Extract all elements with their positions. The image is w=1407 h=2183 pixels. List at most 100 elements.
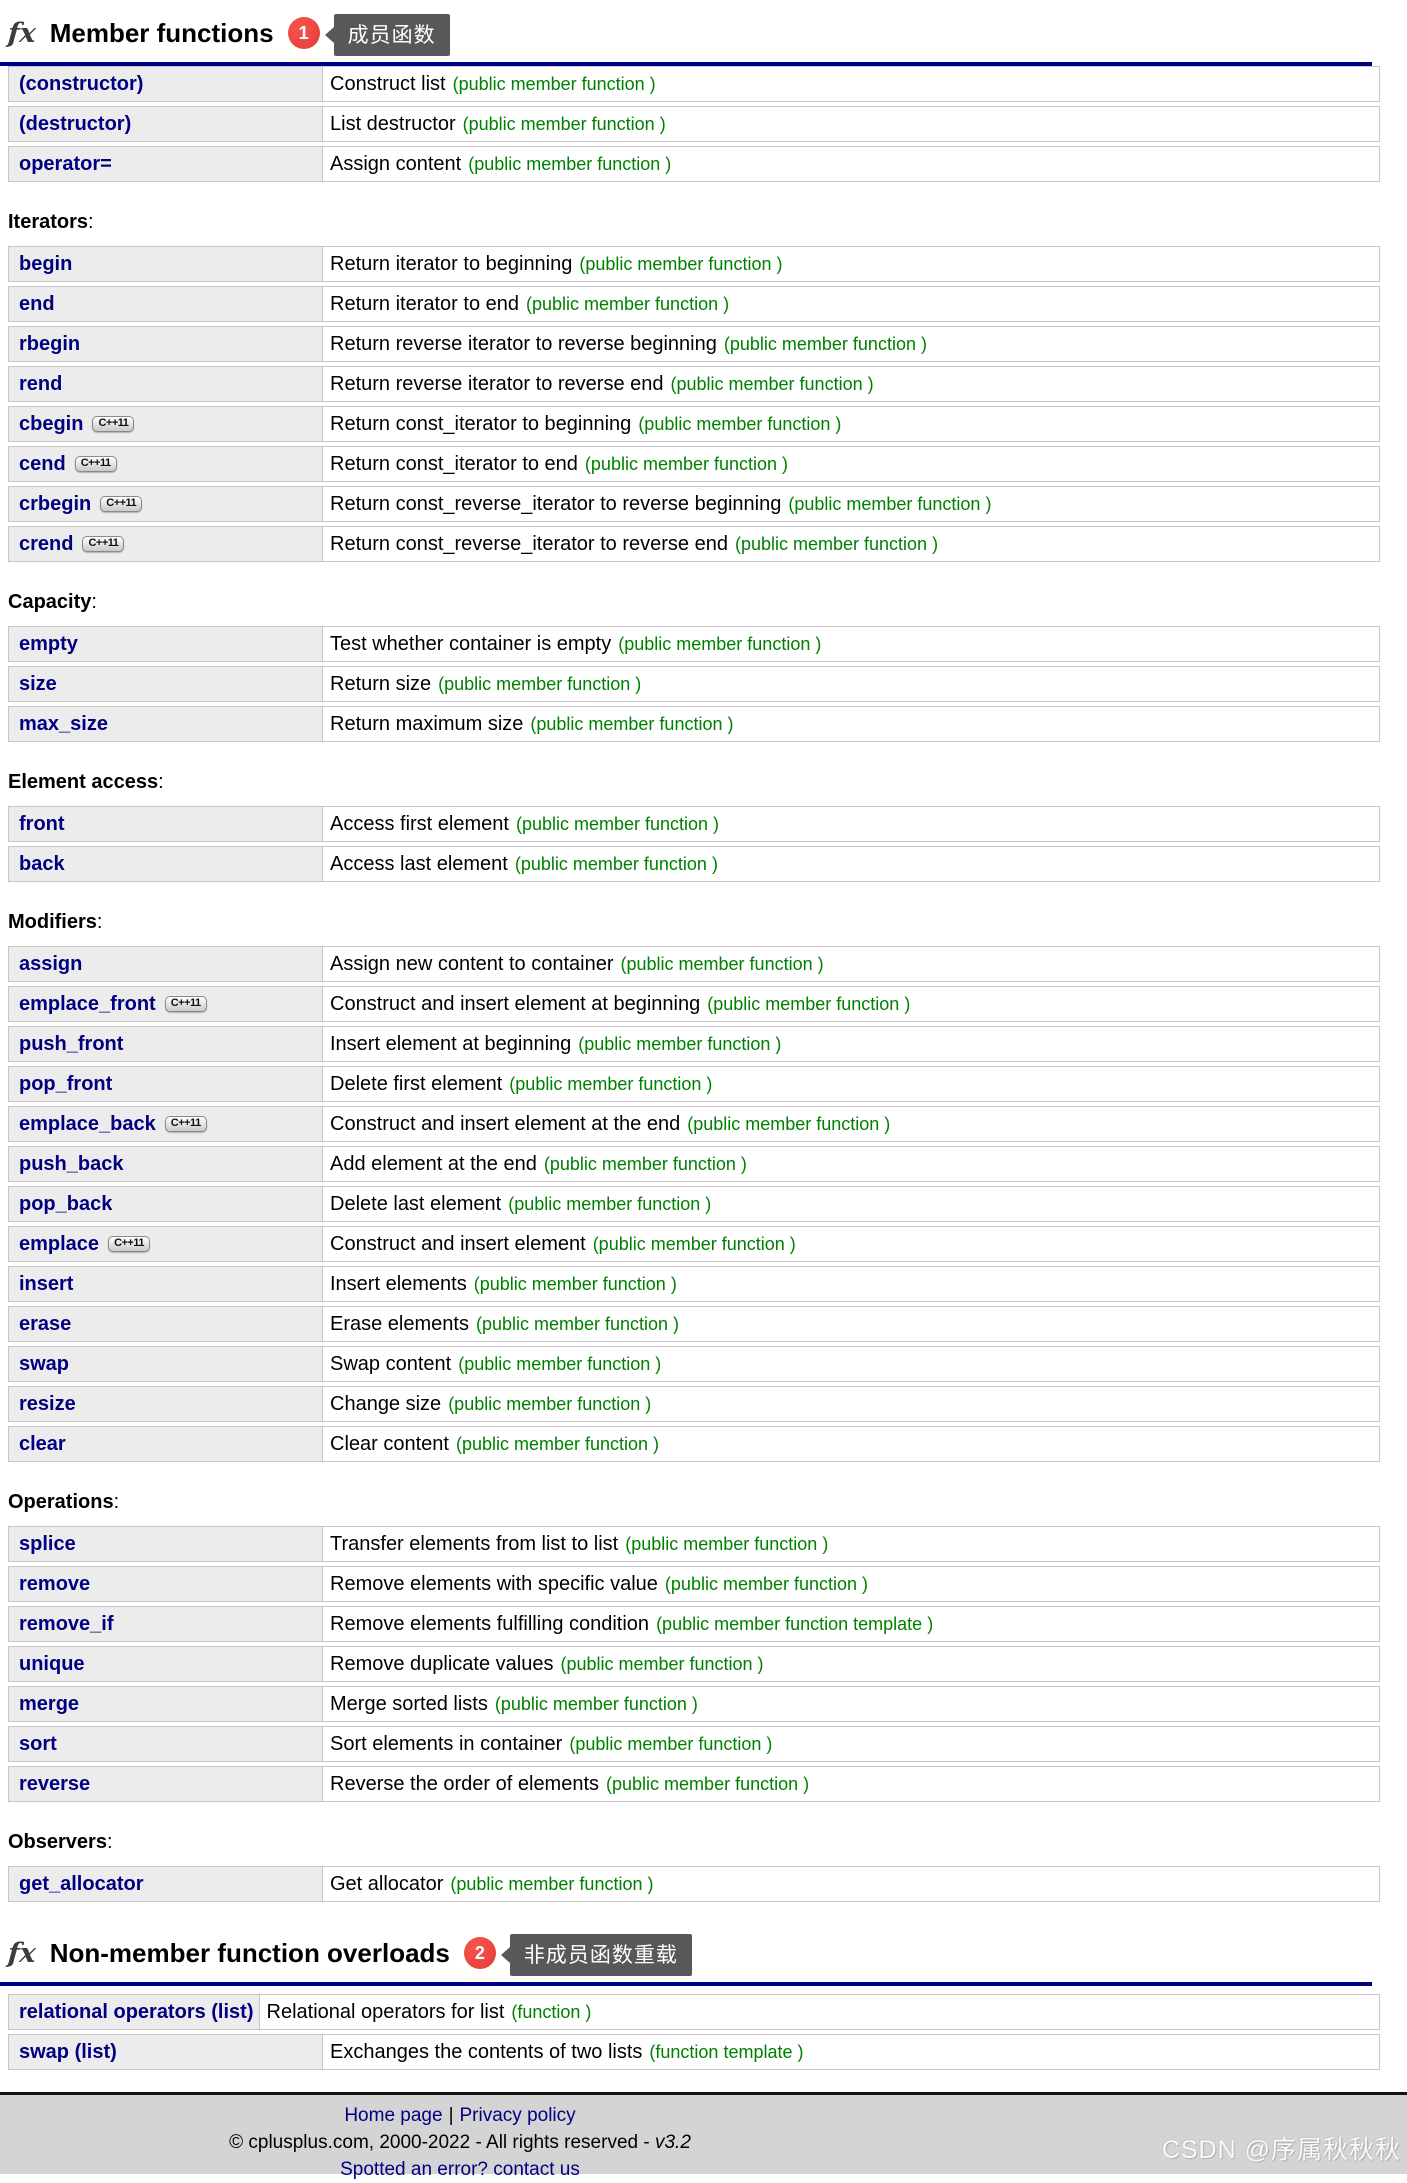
function-description-cell: Transfer elements from list to list (pub… [323, 1527, 1379, 1561]
group-heading-label: Observers [8, 1831, 107, 1853]
function-description-cell: Add element at the end (public member fu… [323, 1147, 1379, 1181]
group-heading-label: Capacity [8, 591, 92, 613]
function-link[interactable]: emplace_front [19, 992, 156, 1015]
function-signature: (public member function ) [452, 73, 656, 94]
function-link[interactable]: swap [19, 1352, 70, 1375]
cpp11-badge: C++11 [164, 1116, 207, 1132]
member-functions-header: fx Member functions 1 成员函数 [0, 4, 1372, 66]
table-row: crbegin C++11 Return const_reverse_itera… [8, 486, 1380, 522]
function-description-cell: Insert elements (public member function … [323, 1267, 1379, 1301]
function-link[interactable]: clear [19, 1432, 66, 1455]
table-row: cend C++11 Return const_iterator to end … [8, 446, 1380, 482]
function-signature: (public member function ) [620, 953, 824, 974]
function-signature: (public member function ) [638, 413, 842, 434]
function-link[interactable]: assign [19, 952, 83, 975]
function-link[interactable]: begin [19, 252, 73, 275]
function-link[interactable]: push_front [19, 1032, 124, 1055]
function-name-cell: begin [9, 247, 323, 281]
function-link[interactable]: resize [19, 1392, 76, 1415]
function-description: Assign content [330, 152, 462, 175]
function-signature: (public member function ) [578, 1033, 782, 1054]
table-row: rend Return reverse iterator to reverse … [8, 366, 1380, 402]
group-heading: Operations: [8, 1490, 1407, 1514]
function-description-cell: Construct and insert element (public mem… [323, 1227, 1379, 1261]
function-link[interactable]: max_size [19, 712, 108, 735]
function-link[interactable]: push_back [19, 1152, 124, 1175]
function-link[interactable]: remove [19, 1572, 91, 1595]
function-link[interactable]: operator= [19, 152, 112, 175]
function-link[interactable]: erase [19, 1312, 72, 1335]
function-link[interactable]: remove_if [19, 1612, 114, 1635]
function-description-cell: Delete first element (public member func… [323, 1067, 1379, 1101]
function-link[interactable]: end [19, 292, 55, 315]
function-link[interactable]: back [19, 852, 65, 875]
cpp11-badge: C++11 [108, 1236, 150, 1252]
function-link[interactable]: merge [19, 1692, 80, 1715]
function-link[interactable]: crend [19, 532, 74, 555]
function-link[interactable]: insert [19, 1272, 74, 1295]
table-row: erase Erase elements (public member func… [8, 1306, 1380, 1342]
home-page-link[interactable]: Home page [344, 2105, 443, 2126]
group-heading: Observers: [8, 1830, 1407, 1854]
fx-icon: fx [6, 17, 37, 49]
table-row: remove Remove elements with specific val… [8, 1566, 1380, 1602]
function-link[interactable]: rbegin [19, 332, 81, 355]
function-link[interactable]: cbegin [19, 412, 84, 435]
group-heading-label: Operations [8, 1491, 114, 1513]
function-link[interactable]: swap (list) [19, 2040, 117, 2063]
function-link[interactable]: empty [19, 632, 78, 655]
function-name-cell: pop_front [9, 1067, 323, 1101]
function-link[interactable]: crbegin [19, 492, 92, 515]
function-description: Return const_reverse_iterator to reverse… [330, 532, 728, 555]
function-signature: (public member function ) [475, 1313, 680, 1334]
function-link[interactable]: reverse [19, 1772, 91, 1795]
function-description: Return maximum size [330, 712, 524, 735]
function-link[interactable]: get_allocator [19, 1872, 144, 1895]
group-heading-colon: : [106, 1831, 113, 1853]
group-heading: Capacity: [8, 590, 1407, 614]
footer-copyright-line: © cplusplus.com, 2000-2022 - All rights … [0, 2129, 920, 2156]
function-description-cell: Construct and insert element at the end … [323, 1107, 1379, 1141]
function-signature: (public member function ) [543, 1153, 747, 1174]
function-link[interactable]: pop_back [19, 1192, 113, 1215]
function-link[interactable]: sort [19, 1732, 57, 1755]
function-description-cell: Remove elements fulfilling condition (pu… [323, 1607, 1379, 1641]
function-description: Add element at the end [330, 1152, 537, 1175]
function-link[interactable]: (destructor) [19, 112, 132, 135]
function-link[interactable]: emplace_back [19, 1112, 156, 1135]
function-signature: (public member function ) [468, 153, 672, 174]
function-name-cell: merge [9, 1687, 323, 1721]
function-link[interactable]: rend [19, 372, 63, 395]
fx-icon: fx [6, 1937, 37, 1969]
table-row: emplace_back C++11 Construct and insert … [8, 1106, 1380, 1142]
group-heading: Iterators: [8, 210, 1407, 234]
privacy-policy-link[interactable]: Privacy policy [459, 2105, 576, 2126]
function-description-cell: Swap content (public member function ) [323, 1347, 1379, 1381]
function-link[interactable]: front [19, 812, 65, 835]
function-name-cell: emplace_front C++11 [9, 987, 323, 1021]
function-link[interactable]: pop_front [19, 1072, 113, 1095]
table-row: emplace_front C++11 Construct and insert… [8, 986, 1380, 1022]
function-description: Return iterator to beginning [330, 252, 573, 275]
table-row: sort Sort elements in container (public … [8, 1726, 1380, 1762]
function-name-cell: operator= [9, 147, 323, 181]
table-row: assign Assign new content to container (… [8, 946, 1380, 982]
cpp11-badge: C++11 [164, 996, 207, 1012]
function-link[interactable]: cend [19, 452, 66, 475]
csdn-watermark: CSDN @序属秋秋秋 [1161, 2136, 1401, 2164]
table-row: begin Return iterator to beginning (publ… [8, 246, 1380, 282]
function-signature: (public member function ) [734, 533, 939, 554]
function-link[interactable]: emplace [19, 1232, 100, 1255]
function-link[interactable]: unique [19, 1652, 85, 1675]
table-row: splice Transfer elements from list to li… [8, 1526, 1380, 1562]
function-link[interactable]: relational operators (list) [19, 2000, 254, 2023]
footer-separator: | [448, 2105, 454, 2126]
function-description: Delete first element [330, 1072, 503, 1095]
function-name-cell: rbegin [9, 327, 323, 361]
cpp11-badge: C++11 [82, 536, 125, 552]
function-description-cell: Insert element at beginning (public memb… [323, 1027, 1379, 1061]
function-link[interactable]: splice [19, 1532, 76, 1555]
function-link[interactable]: size [19, 672, 57, 695]
function-link[interactable]: (constructor) [19, 72, 144, 95]
function-signature: (public member function ) [526, 293, 730, 314]
